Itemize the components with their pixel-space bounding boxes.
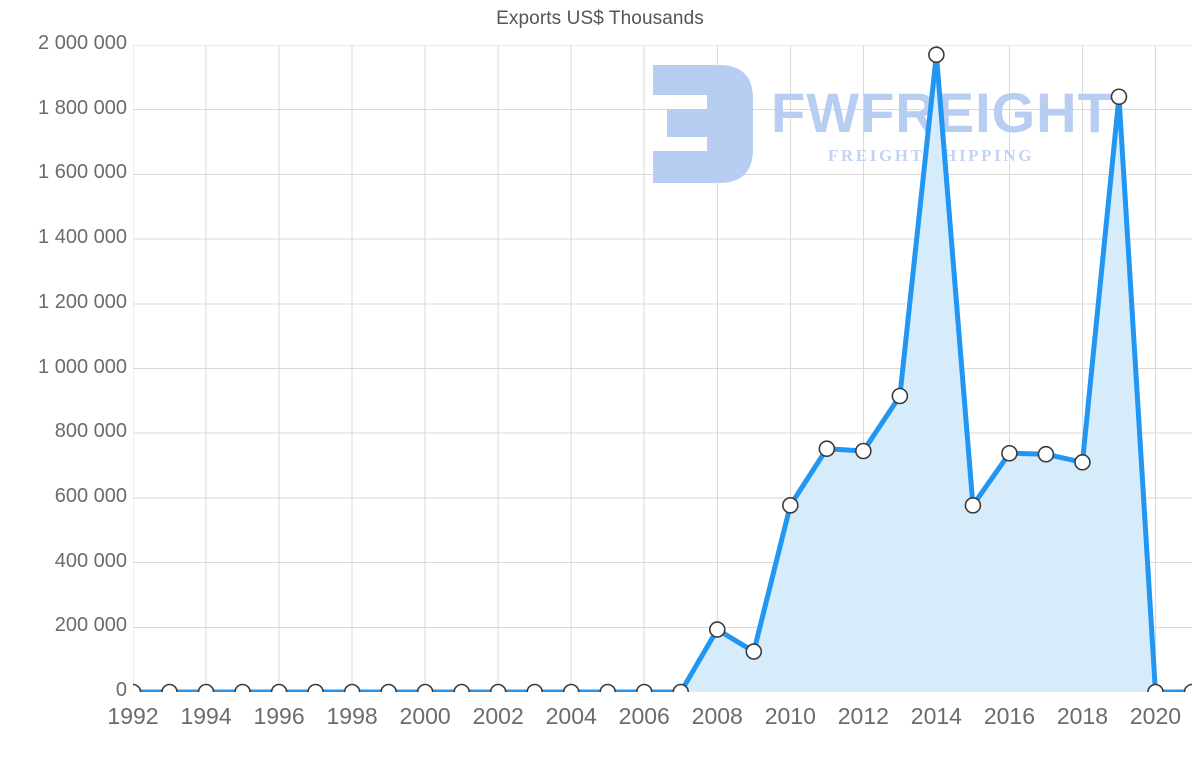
y-axis-tick-label: 1 400 000: [38, 226, 127, 249]
x-axis-tick-label: 1992: [107, 703, 159, 729]
x-axis-tick-label: 2000: [399, 703, 451, 729]
x-axis-tick-label: 2008: [691, 703, 743, 729]
y-axis-tick-label: 1 600 000: [38, 161, 127, 184]
y-axis-tick-label: 0: [115, 679, 127, 701]
y-axis-tick-label: 1 800 000: [38, 96, 127, 119]
y-axis-tick-label: 1 200 000: [38, 290, 127, 313]
x-axis-tick-label: 2018: [1056, 703, 1109, 729]
chart-title: Exports US$ Thousands: [496, 8, 704, 29]
x-axis-tick-label: 2006: [618, 703, 670, 729]
x-axis-tick-label: 1998: [326, 703, 378, 729]
x-axis-tick-label: 2014: [910, 703, 962, 729]
y-axis-tick-label: 600 000: [54, 484, 127, 507]
y-axis-tick-label: 2 000 000: [38, 32, 127, 54]
y-axis: 0 200 000 400 000 600 000 800 000 1 000 000 1 …: [0, 0, 127, 763]
y-axis-tick-label: 400 000: [54, 549, 127, 572]
chart-series: [133, 46, 1192, 692]
x-axis-tick-label: 2012: [837, 703, 889, 729]
x-axis-tick-label: 2002: [472, 703, 524, 729]
x-axis-tick-label: 1996: [253, 703, 305, 729]
x-axis-tick-label: 1994: [180, 703, 232, 729]
y-axis-tick-label: 200 000: [54, 614, 127, 637]
x-axis-tick-label: 2020: [1129, 703, 1182, 729]
y-axis-tick-label: 1 000 000: [38, 355, 127, 378]
x-axis-tick-label: 2010: [764, 703, 816, 729]
y-axis-tick-label: 800 000: [54, 420, 127, 443]
x-axis-tick-label: 2016: [983, 703, 1035, 729]
x-axis-tick-label: 2004: [545, 703, 597, 729]
